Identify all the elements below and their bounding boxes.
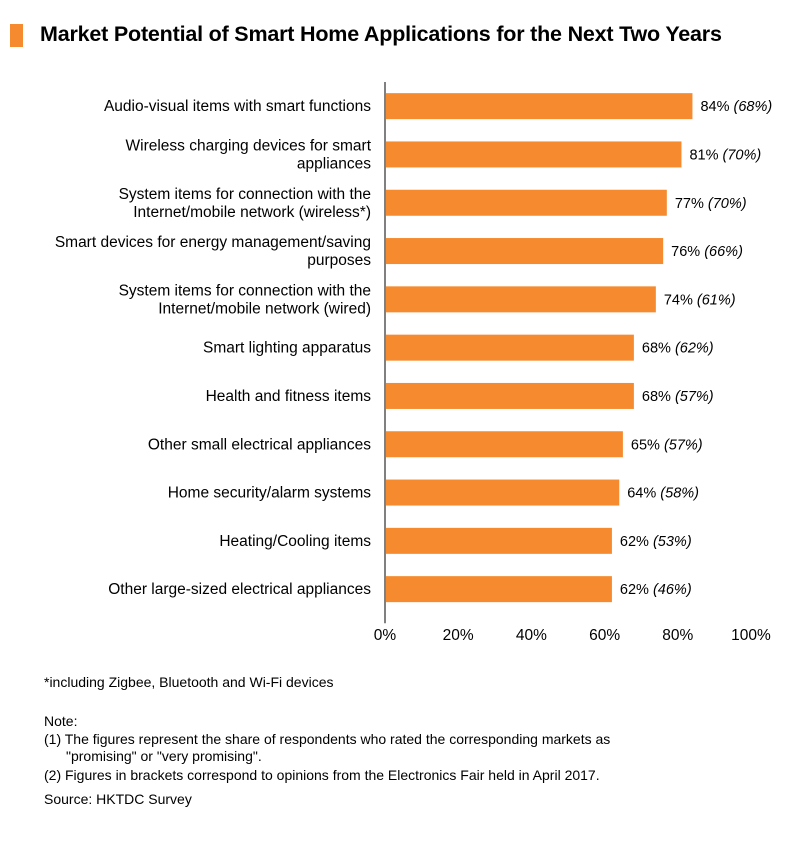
data-label: 84% (68%): [700, 99, 772, 115]
category-label: Smart devices for energy management/savi…: [55, 234, 371, 251]
value-label: 74%: [664, 292, 697, 308]
category-label: Audio-visual items with smart functions: [104, 98, 371, 115]
x-tick-label: 20%: [443, 627, 474, 644]
value-label: 68%: [642, 389, 675, 405]
category-label: Other large-sized electrical appliances: [108, 581, 371, 598]
category-label: appliances: [297, 155, 371, 172]
x-tick-label: 40%: [516, 627, 547, 644]
note-2: (2) Figures in brackets correspond to op…: [44, 767, 600, 783]
value-label: 64%: [627, 486, 660, 502]
bar: [386, 189, 667, 216]
data-label: 76% (66%): [671, 244, 743, 260]
bar: [386, 286, 656, 313]
bracket-label: (66%): [704, 244, 743, 260]
data-label: 65% (57%): [631, 437, 703, 453]
data-label: 74% (61%): [664, 292, 736, 308]
note-1-line-2: "promising" or "very promising".: [66, 748, 262, 764]
bar: [386, 479, 620, 506]
category-label: Health and fitness items: [206, 388, 372, 405]
value-label: 68%: [642, 341, 675, 357]
value-label: 62%: [620, 582, 653, 598]
bar: [386, 141, 682, 168]
category-label: Internet/mobile network (wired): [158, 300, 371, 317]
category-label: Smart lighting apparatus: [203, 340, 371, 357]
note-1-line-1: (1) The figures represent the share of r…: [44, 731, 611, 747]
data-label: 77% (70%): [675, 196, 747, 212]
data-label: 68% (62%): [642, 341, 714, 357]
bar: [386, 527, 612, 554]
bar-chart: Audio-visual items with smart functions 8…: [55, 82, 772, 644]
bracket-label: (53%): [653, 534, 692, 550]
data-label: 62% (53%): [620, 534, 692, 550]
bar: [386, 431, 623, 458]
chart-title: Market Potential of Smart Home Applicati…: [40, 22, 722, 46]
data-label: 68% (57%): [642, 389, 714, 405]
bracket-label: (70%): [708, 196, 747, 212]
data-label: 64% (58%): [627, 486, 699, 502]
x-tick-label: 80%: [662, 627, 693, 644]
category-label: Home security/alarm systems: [168, 485, 372, 502]
bar: [386, 238, 664, 265]
category-label: System items for connection with the: [119, 186, 371, 203]
value-label: 77%: [675, 196, 708, 212]
bracket-label: (57%): [664, 437, 703, 453]
bar: [386, 334, 634, 361]
bracket-label: (68%): [734, 99, 773, 115]
x-tick-label: 0%: [374, 627, 397, 644]
data-label: 62% (46%): [620, 582, 692, 598]
category-label: Other small electrical appliances: [148, 436, 371, 453]
bracket-label: (70%): [723, 147, 762, 163]
value-label: 81%: [689, 147, 722, 163]
bracket-label: (57%): [675, 389, 714, 405]
value-label: 65%: [631, 437, 664, 453]
note-heading: Note:: [44, 713, 78, 729]
bracket-label: (61%): [697, 292, 736, 308]
bracket-label: (58%): [660, 486, 699, 502]
title-accent-bar: [10, 24, 23, 47]
category-label: System items for connection with the: [119, 282, 371, 299]
value-label: 84%: [700, 99, 733, 115]
value-label: 76%: [671, 244, 704, 260]
data-label: 81% (70%): [689, 147, 761, 163]
footnote: *including Zigbee, Bluetooth and Wi-Fi d…: [44, 674, 334, 690]
value-label: 62%: [620, 534, 653, 550]
category-label: Internet/mobile network (wireless*): [133, 204, 371, 221]
category-label: Wireless charging devices for smart: [126, 137, 372, 154]
bracket-label: (62%): [675, 341, 714, 357]
bar: [386, 93, 693, 120]
x-tick-label: 60%: [589, 627, 620, 644]
bar: [386, 382, 634, 409]
bracket-label: (46%): [653, 582, 692, 598]
source-text: Source: HKTDC Survey: [44, 791, 192, 807]
category-label: Heating/Cooling items: [219, 533, 371, 550]
category-label: purposes: [307, 252, 371, 269]
bar: [386, 576, 612, 603]
x-tick-label: 100%: [731, 627, 771, 644]
